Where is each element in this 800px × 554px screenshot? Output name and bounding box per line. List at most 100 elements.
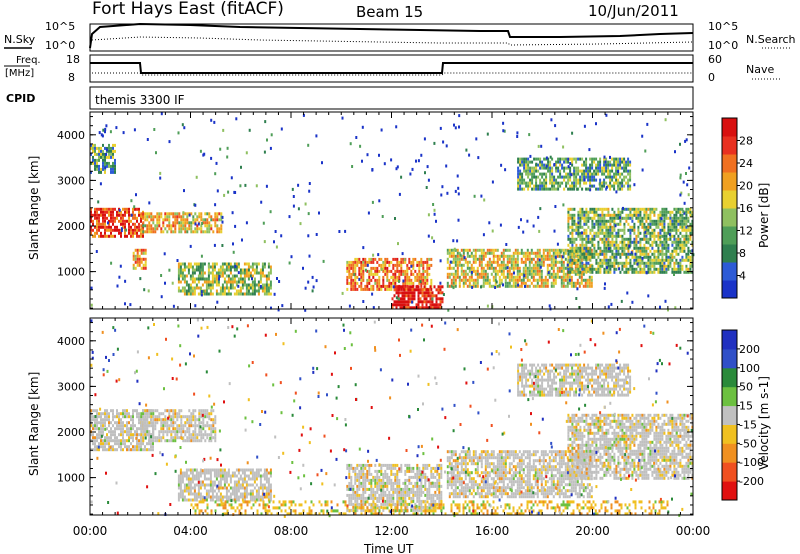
power-cell (187, 286, 190, 290)
velocity-cell (146, 442, 148, 446)
power-cell (516, 266, 519, 270)
power-cell (464, 278, 467, 282)
power-cell (452, 260, 455, 264)
power-cell (562, 284, 565, 288)
power-cell (545, 164, 548, 168)
power-cell (569, 255, 572, 259)
power-cell (565, 184, 568, 188)
power-cell (263, 286, 266, 290)
power-cell (615, 181, 618, 185)
power-cell (537, 184, 540, 188)
power-cell (267, 265, 270, 269)
velocity-cell (255, 474, 258, 478)
power-cell (108, 234, 110, 238)
power-cell (394, 275, 397, 279)
power-cell (522, 230, 525, 234)
power-cell (605, 252, 608, 256)
power-cell (560, 266, 563, 270)
power-cell (215, 280, 218, 284)
power-cell (393, 294, 396, 298)
power-cell (583, 213, 586, 217)
velocity-cell (142, 430, 145, 434)
power-cell (201, 283, 204, 287)
power-cell (180, 230, 183, 234)
power-cell (214, 172, 217, 176)
velocity-cell (194, 424, 197, 428)
power-cell (168, 221, 171, 225)
power-cell (439, 281, 442, 285)
power-cell (572, 284, 575, 288)
power-cell (575, 228, 578, 232)
velocity-cell (118, 415, 120, 419)
power-cell (587, 216, 590, 220)
power-cell (414, 257, 417, 261)
power-cell (621, 261, 624, 265)
velocity-cell (142, 433, 145, 437)
velocity-cell (205, 477, 208, 481)
power-cell (559, 250, 562, 254)
power-cell (635, 267, 638, 271)
power-cell (176, 212, 179, 216)
power-cell (338, 230, 341, 233)
power-cell (251, 289, 254, 293)
power-cell (129, 303, 132, 307)
power-cell (675, 252, 678, 256)
power-cell (657, 255, 660, 259)
power-cell (561, 163, 564, 167)
power-cell (649, 264, 652, 268)
power-cell (550, 266, 553, 270)
power-cell (609, 231, 612, 235)
power-cell (302, 113, 305, 117)
power-cell (603, 252, 606, 256)
power-cell (571, 225, 574, 229)
power-cell (518, 275, 521, 279)
power-cell (575, 258, 578, 262)
power-cell (124, 225, 126, 229)
power-cell (100, 225, 102, 229)
power-cell (177, 286, 180, 290)
power-cell (183, 268, 186, 272)
power-cell (346, 281, 349, 285)
power-cell (613, 216, 616, 220)
power-cell (611, 207, 614, 211)
power-cell (581, 240, 584, 244)
power-cell (679, 246, 682, 250)
power-cell (148, 221, 151, 225)
power-cell (504, 168, 507, 172)
velocity-cell (223, 483, 226, 487)
velocity-cell (212, 436, 215, 440)
power-cell (633, 240, 636, 244)
power-cell (589, 166, 592, 170)
power-cell (512, 257, 515, 261)
power-cell (647, 237, 650, 241)
power-cell (627, 267, 630, 271)
power-cell (631, 225, 634, 229)
velocity-cell (132, 433, 134, 437)
velocity-cell (156, 439, 159, 443)
power-cell (607, 219, 610, 223)
power-cell (619, 270, 622, 274)
power-cell (435, 288, 438, 292)
velocity-cell (162, 436, 165, 440)
power-cell (207, 280, 210, 284)
power-cell (506, 284, 509, 288)
velocity-cell (160, 427, 163, 431)
power-cell (609, 169, 612, 173)
power-cell (448, 275, 451, 279)
power-cell (525, 157, 528, 161)
power-cell (685, 138, 688, 142)
power-cell (211, 268, 214, 272)
velocity-cell (128, 427, 130, 431)
power-cell (362, 278, 365, 282)
power-cell (486, 260, 489, 264)
power-cell (398, 192, 401, 196)
power-cell (452, 254, 455, 258)
power-cell (498, 269, 501, 273)
power-cell (244, 183, 247, 187)
power-cell (609, 225, 612, 229)
power-cell (631, 219, 634, 223)
velocity-cell (126, 445, 128, 449)
power-cell (205, 280, 208, 284)
power-cell (130, 199, 133, 203)
velocity-cell (166, 421, 169, 425)
